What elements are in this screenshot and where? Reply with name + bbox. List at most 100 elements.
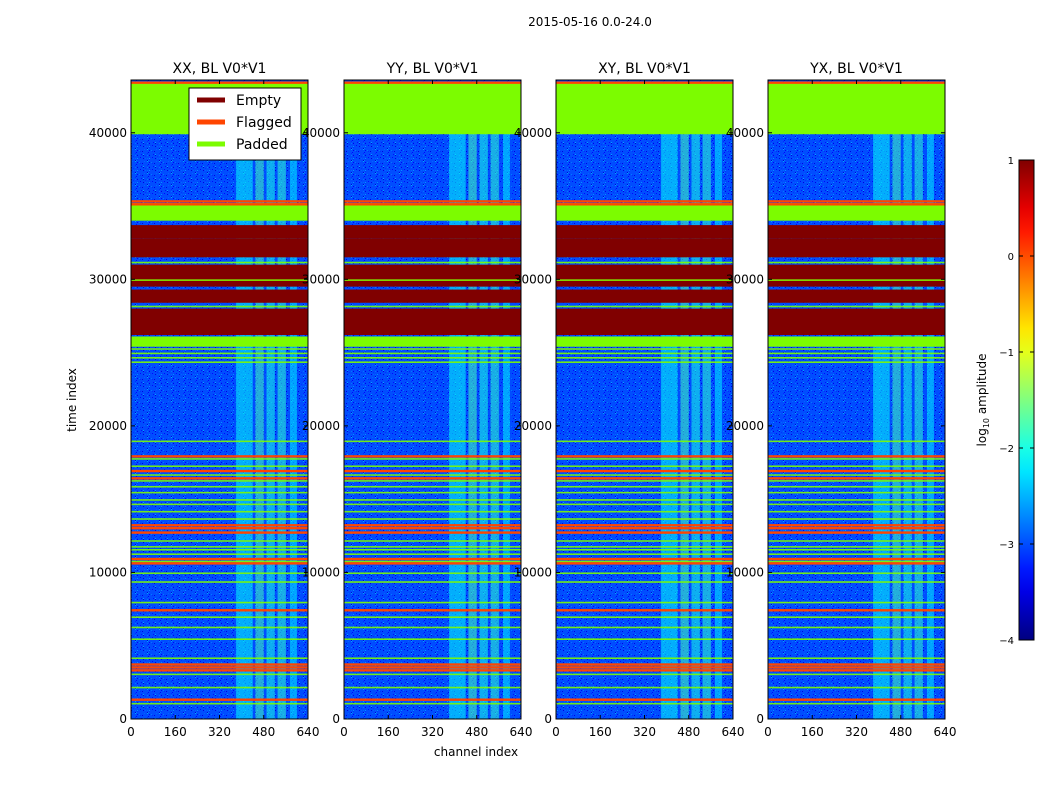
padded-line bbox=[131, 638, 308, 640]
empty-region bbox=[768, 308, 945, 336]
panel-group: XX, BL V0*V1 0 160 320 480 640 0 10000 20000 3000… bbox=[89, 61, 957, 739]
padded-line bbox=[768, 348, 945, 350]
x-tick-label: 0 bbox=[127, 725, 135, 739]
padded-line bbox=[344, 356, 521, 359]
padded-line bbox=[131, 440, 308, 443]
padded-line bbox=[768, 440, 945, 443]
flagged-line bbox=[556, 562, 733, 565]
panel-title: XY, BL V0*V1 bbox=[598, 61, 691, 77]
x-tick-label: 320 bbox=[845, 725, 868, 739]
padded-line bbox=[344, 702, 521, 705]
padded-line bbox=[556, 261, 733, 264]
flagged-line bbox=[768, 455, 945, 458]
flagged-line bbox=[344, 666, 521, 669]
x-tick-label: 480 bbox=[677, 725, 700, 739]
bright-band bbox=[468, 132, 477, 719]
x-tick-label: 480 bbox=[252, 725, 275, 739]
bright-band bbox=[914, 132, 923, 719]
flagged-line bbox=[131, 203, 308, 206]
empty-region bbox=[556, 238, 733, 258]
empty-region bbox=[768, 264, 945, 287]
y-tick-label: 20000 bbox=[514, 419, 552, 433]
padded-line bbox=[556, 305, 733, 308]
padded-line bbox=[131, 540, 308, 542]
bright-band bbox=[277, 132, 286, 719]
padded-line bbox=[768, 638, 945, 640]
padded-line bbox=[556, 361, 733, 363]
x-tick-label: 320 bbox=[633, 725, 656, 739]
empty-region bbox=[344, 308, 521, 336]
flagged-line bbox=[131, 531, 308, 534]
flagged-line bbox=[344, 524, 521, 527]
bright-band bbox=[702, 132, 711, 719]
padded-line bbox=[131, 491, 308, 494]
padded-line bbox=[344, 540, 521, 542]
flagged-line bbox=[131, 455, 308, 458]
y-tick-label: 0 bbox=[332, 712, 340, 726]
panel-title: YY, BL V0*V1 bbox=[386, 61, 479, 77]
padded-line bbox=[131, 499, 308, 501]
flagged-line bbox=[556, 663, 733, 666]
flagged-line bbox=[768, 698, 945, 701]
padded-line bbox=[556, 465, 733, 468]
flagged-line bbox=[131, 477, 308, 480]
legend: Empty Flagged Padded bbox=[188, 87, 302, 161]
y-tick-label: 10000 bbox=[514, 565, 552, 579]
padded-line bbox=[344, 440, 521, 443]
padded-line bbox=[556, 491, 733, 494]
padded-line bbox=[131, 356, 308, 359]
padded-line bbox=[556, 480, 733, 482]
padded-line bbox=[131, 465, 308, 468]
x-tick-label: 160 bbox=[801, 725, 824, 739]
flagged-line bbox=[556, 527, 733, 530]
padded-line bbox=[344, 686, 521, 689]
padded-line bbox=[556, 572, 733, 575]
padded-line bbox=[131, 510, 308, 513]
x-tick-label: 0 bbox=[340, 725, 348, 739]
padded-line bbox=[131, 546, 308, 548]
bright-band bbox=[927, 132, 934, 719]
padded-line bbox=[131, 560, 308, 563]
flagged-line bbox=[344, 609, 521, 612]
padded-line bbox=[344, 352, 521, 355]
padded-line bbox=[344, 361, 521, 363]
padded-line bbox=[556, 546, 733, 548]
flagged-line bbox=[768, 531, 945, 534]
flagged-line bbox=[556, 524, 733, 527]
padded-line bbox=[556, 673, 733, 676]
empty-region bbox=[131, 264, 308, 287]
y-tick-label: 40000 bbox=[302, 126, 340, 140]
colorbar-tick-label: 0 bbox=[1008, 252, 1014, 263]
padded-line bbox=[556, 352, 733, 355]
padded-line bbox=[768, 686, 945, 689]
padded-line bbox=[131, 673, 308, 676]
padded-line bbox=[768, 361, 945, 363]
bright-band bbox=[490, 132, 499, 719]
padded-line bbox=[344, 581, 521, 583]
padded-region bbox=[768, 336, 945, 347]
padded-line bbox=[556, 503, 733, 506]
flagged-line bbox=[556, 469, 733, 473]
bright-band bbox=[691, 132, 700, 719]
panel-image bbox=[556, 80, 733, 719]
y-tick-label: 40000 bbox=[726, 126, 764, 140]
padded-line bbox=[131, 616, 308, 619]
colorbar-tick-label: −1 bbox=[999, 348, 1014, 359]
flagged-line bbox=[556, 477, 733, 480]
padded-line bbox=[556, 458, 733, 460]
panel-title: XX, BL V0*V1 bbox=[173, 61, 267, 77]
padded-line bbox=[131, 601, 308, 604]
padded-line bbox=[344, 458, 521, 460]
padded-line bbox=[344, 546, 521, 548]
panel-4: YX, BL V0*V1 0 160 320 480 640 0 10000 20000 3000… bbox=[726, 61, 957, 739]
padded-line bbox=[344, 560, 521, 563]
padded-line bbox=[131, 458, 308, 460]
padded-line bbox=[768, 548, 945, 551]
flagged-line bbox=[344, 200, 521, 203]
y-tick-label: 20000 bbox=[89, 419, 127, 433]
padded-line bbox=[344, 465, 521, 468]
padded-region bbox=[344, 82, 521, 135]
padded-line bbox=[768, 491, 945, 494]
padded-line bbox=[131, 348, 308, 350]
